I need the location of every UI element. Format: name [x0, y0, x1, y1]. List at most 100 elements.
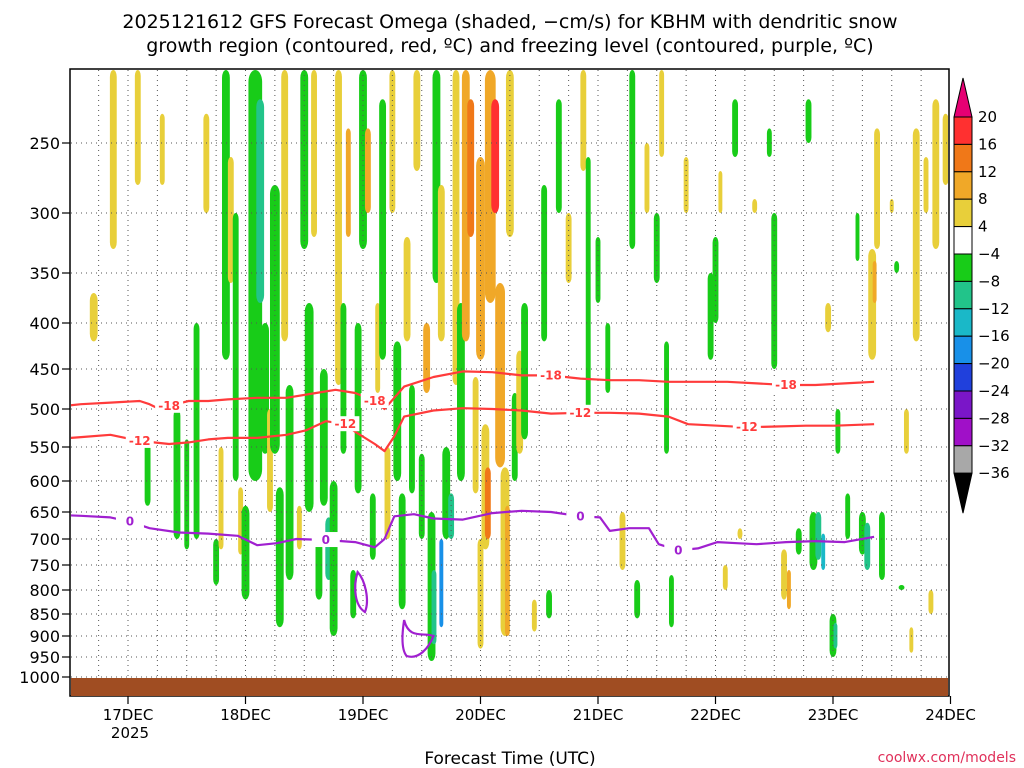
colorbar-swatch — [953, 280, 973, 310]
omega-shade-cell — [418, 453, 425, 539]
colorbar-swatch — [953, 445, 973, 474]
contour-label-bg — [566, 404, 595, 420]
omega-shade-cell — [505, 70, 514, 237]
omega-shade-cell — [781, 549, 787, 600]
omega-shade-cell — [504, 505, 510, 636]
omega-shade-cell — [737, 528, 743, 539]
x-tick-label: 21DEC — [573, 706, 624, 724]
omega-shade-cell — [825, 303, 832, 333]
omega-shade-cell — [159, 113, 165, 185]
omega-shade-cell — [477, 539, 484, 649]
omega-shade-cell — [605, 323, 611, 393]
omega-shade-cell — [193, 323, 200, 539]
colorbar-label: −16 — [978, 327, 1010, 345]
omega-shade-cell — [766, 128, 772, 157]
omega-shade-cell — [495, 283, 505, 468]
colorbar-swatch — [953, 143, 973, 173]
omega-shade-cell — [909, 627, 914, 653]
omega-shade-cell — [855, 213, 860, 261]
y-tick-label: 650 — [29, 503, 60, 522]
omega-shade-cell — [232, 213, 239, 481]
omega-shade-cell — [173, 409, 181, 539]
contour-label: -18 — [158, 399, 180, 413]
contour-label-bg — [125, 432, 154, 448]
contour-label-bg — [360, 393, 389, 408]
colorbar-top-arrow — [953, 77, 973, 118]
omega-shade-cell — [467, 99, 475, 237]
omega-shade-cell — [565, 213, 572, 283]
omega-shade-cell — [393, 341, 402, 481]
omega-shade-cell — [898, 585, 905, 590]
contour-label: -12 — [335, 417, 357, 431]
contour-label: 0 — [674, 543, 682, 557]
contour-label-bg — [772, 377, 800, 392]
omega-shade-cell — [668, 575, 674, 628]
omega-shade-cell — [222, 70, 230, 360]
terrain-ground-band — [71, 678, 948, 696]
omega-shade-cell — [555, 99, 562, 213]
y-tick-label: 850 — [29, 605, 60, 624]
y-tick-label: 1000 — [19, 668, 60, 687]
omega-shade-cell — [659, 70, 665, 157]
colorbar-label: −20 — [978, 355, 1010, 373]
contour-label-bg — [732, 419, 761, 435]
omega-shade-cell — [300, 70, 309, 249]
colorbar-label: −12 — [978, 300, 1010, 318]
chart-title-line2: growth region (contoured, red, ºC) and f… — [146, 35, 873, 57]
contour-label: -12 — [736, 420, 758, 434]
omega-shade-cell — [619, 512, 626, 570]
omega-shade-cell — [541, 185, 548, 342]
y-tick-label: 800 — [29, 581, 60, 600]
contour-label: -18 — [775, 378, 797, 392]
site-credit: coolwx.com/models — [878, 750, 1016, 766]
contour-line — [71, 407, 875, 453]
omega-shade-cell — [872, 261, 877, 303]
omega-shade-cell — [275, 487, 284, 628]
x-tick-label: 22DEC — [690, 706, 741, 724]
colorbar-swatch — [953, 226, 973, 255]
omega-shade-cell — [491, 99, 500, 213]
contour-label: -18 — [364, 394, 386, 408]
contour-label-bg — [566, 508, 595, 524]
omega-shade-cell — [786, 570, 791, 610]
omega-shade-cell — [932, 99, 940, 249]
omega-shade-cell — [369, 493, 376, 560]
contour-label: -12 — [129, 434, 151, 448]
x-axis-label: Forecast Time (UTC) — [424, 749, 595, 768]
y-tick-label: 950 — [29, 648, 60, 667]
x-tick-label: 18DEC — [220, 706, 271, 724]
omega-shade-cell — [437, 185, 445, 342]
x-tick-label: 17DEC — [103, 706, 154, 724]
omega-shade-cell — [546, 590, 552, 619]
contour-layer: -18 -18 -18 -18 -12 -12 -12 -12 0 0 0 0 — [71, 367, 875, 658]
omega-shade-cell — [476, 157, 485, 360]
omega-shade-cell — [874, 128, 880, 249]
y-tick-label: 900 — [29, 627, 60, 646]
contour-label-bg — [115, 513, 144, 529]
colorbar-swatch — [953, 335, 973, 365]
omega-shade-cell — [213, 539, 220, 585]
omega-shade-cell — [285, 385, 294, 580]
omega-shade-cell — [912, 128, 920, 342]
omega-shade-cell — [311, 70, 317, 237]
omega-shade-cell — [340, 303, 347, 454]
omega-shade-cell — [894, 261, 900, 273]
omega-shade-cell — [732, 99, 739, 157]
omega-shade-cell — [448, 493, 455, 539]
colorbar-swatch — [953, 198, 973, 228]
omega-shade-cell — [398, 493, 406, 610]
omega-shade-cell — [335, 70, 342, 385]
colorbar-label: 20 — [978, 108, 997, 126]
omega-shade-cell — [805, 99, 812, 143]
omega-shade-cell — [845, 493, 851, 539]
omega-shade-cell — [269, 185, 280, 454]
omega-shade-cell — [452, 70, 460, 385]
contour-line — [71, 509, 875, 552]
y-tick-label: 750 — [29, 556, 60, 575]
colorbar-legend: 20 16 12 8 4 −4 −8 −12 −16 −20 −24 −28 −32 −36 — [953, 77, 1010, 514]
omega-shade-cell — [431, 570, 437, 645]
omega-shade-cell — [585, 157, 591, 409]
omega-shade-cell — [722, 565, 728, 590]
omega-shade-cell — [364, 128, 371, 213]
